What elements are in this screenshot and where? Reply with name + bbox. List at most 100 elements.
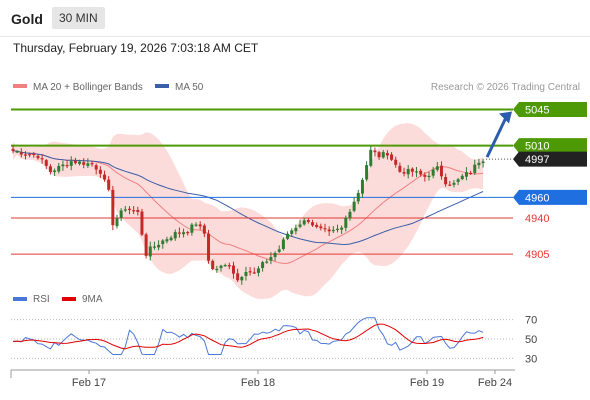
level-label-4997: 4997 xyxy=(525,154,549,166)
candle xyxy=(344,215,348,232)
candle xyxy=(161,239,165,249)
candle xyxy=(157,240,161,251)
candle xyxy=(57,162,61,174)
candle xyxy=(481,158,485,168)
candle xyxy=(298,219,302,229)
candle xyxy=(360,177,364,198)
bollinger-band xyxy=(13,123,484,299)
candle xyxy=(119,208,123,222)
candle xyxy=(410,167,414,177)
candle xyxy=(277,245,281,253)
candle xyxy=(273,251,277,261)
level-tag-4960 xyxy=(513,189,587,205)
candle xyxy=(103,170,107,182)
candle xyxy=(348,209,352,221)
rsi-tick-70: 70 xyxy=(525,315,537,327)
candle xyxy=(98,166,102,179)
ma20-legend-swatch xyxy=(13,84,27,88)
candle xyxy=(444,173,448,187)
candle xyxy=(173,229,177,241)
rsi-ma-legend-label: 9MA xyxy=(82,294,103,305)
candle xyxy=(40,154,44,164)
level-label-5045: 5045 xyxy=(525,105,549,117)
candle xyxy=(373,147,377,157)
candles xyxy=(11,145,485,285)
ma20-legend-label: MA 20 + Bollinger Bands xyxy=(33,82,143,93)
candle xyxy=(431,166,435,179)
candle xyxy=(15,150,19,154)
candle xyxy=(286,231,290,241)
candle xyxy=(477,158,481,169)
arrow-shaft xyxy=(485,116,508,158)
chart-datetime: Thursday, February 19, 2026 7:03:18 AM C… xyxy=(13,41,259,55)
candle xyxy=(335,224,339,233)
candle xyxy=(423,172,427,182)
candle xyxy=(44,158,48,170)
candle xyxy=(169,235,173,242)
asset-name: Gold xyxy=(11,11,43,27)
rsi-panel: 70 50 30 xyxy=(11,315,537,365)
candle xyxy=(132,206,136,215)
candle xyxy=(456,177,460,186)
candle xyxy=(331,226,335,234)
candle xyxy=(152,241,156,250)
candle xyxy=(311,219,315,227)
candle xyxy=(365,161,369,182)
bollinger-band-area xyxy=(13,123,484,299)
candle xyxy=(269,252,273,265)
candle xyxy=(136,206,140,216)
candle xyxy=(78,159,82,166)
candle xyxy=(473,159,477,175)
rsi-legend-label: RSI xyxy=(33,294,50,305)
candle xyxy=(227,262,231,270)
candle xyxy=(36,154,40,160)
candle xyxy=(294,224,298,235)
candle xyxy=(290,228,294,237)
candle xyxy=(352,197,356,213)
x-tick-label: Feb 17 xyxy=(72,377,106,389)
candle xyxy=(236,268,240,282)
candle xyxy=(315,222,319,229)
top-bar: Gold 30 MIN xyxy=(0,0,590,37)
rsi-ma-legend-swatch xyxy=(62,297,76,301)
candle xyxy=(390,152,394,161)
candle xyxy=(323,223,327,233)
candle xyxy=(327,226,331,237)
candle xyxy=(202,223,206,238)
candle xyxy=(32,151,36,158)
candle xyxy=(140,208,144,237)
candle xyxy=(211,259,215,271)
candle xyxy=(406,165,410,179)
candle xyxy=(240,275,244,285)
level-tag-5010 xyxy=(513,138,587,154)
x-tick-label: Feb 24 xyxy=(478,377,512,389)
candle xyxy=(86,158,90,168)
candle xyxy=(402,167,406,177)
candle xyxy=(61,160,65,171)
candle xyxy=(256,266,260,277)
candle xyxy=(265,258,269,264)
candle xyxy=(148,241,152,261)
candle xyxy=(369,145,373,168)
candle xyxy=(398,162,402,173)
interval-selector[interactable]: 30 MIN xyxy=(52,7,105,29)
candle xyxy=(340,225,344,234)
candle xyxy=(244,266,248,281)
candle xyxy=(190,222,194,236)
rsi-tick-30: 30 xyxy=(525,353,537,365)
candle xyxy=(69,156,73,171)
candle xyxy=(385,150,389,160)
candle xyxy=(186,230,190,236)
x-tick-label: Feb 19 xyxy=(410,377,444,389)
candle xyxy=(319,223,323,231)
candle xyxy=(123,205,127,213)
candle xyxy=(223,263,227,267)
level-label-4960: 4960 xyxy=(525,192,549,204)
candle xyxy=(356,189,360,205)
candle xyxy=(377,150,381,160)
candle xyxy=(281,237,285,251)
candle xyxy=(252,267,256,274)
candle xyxy=(231,261,235,279)
candle xyxy=(306,218,310,224)
